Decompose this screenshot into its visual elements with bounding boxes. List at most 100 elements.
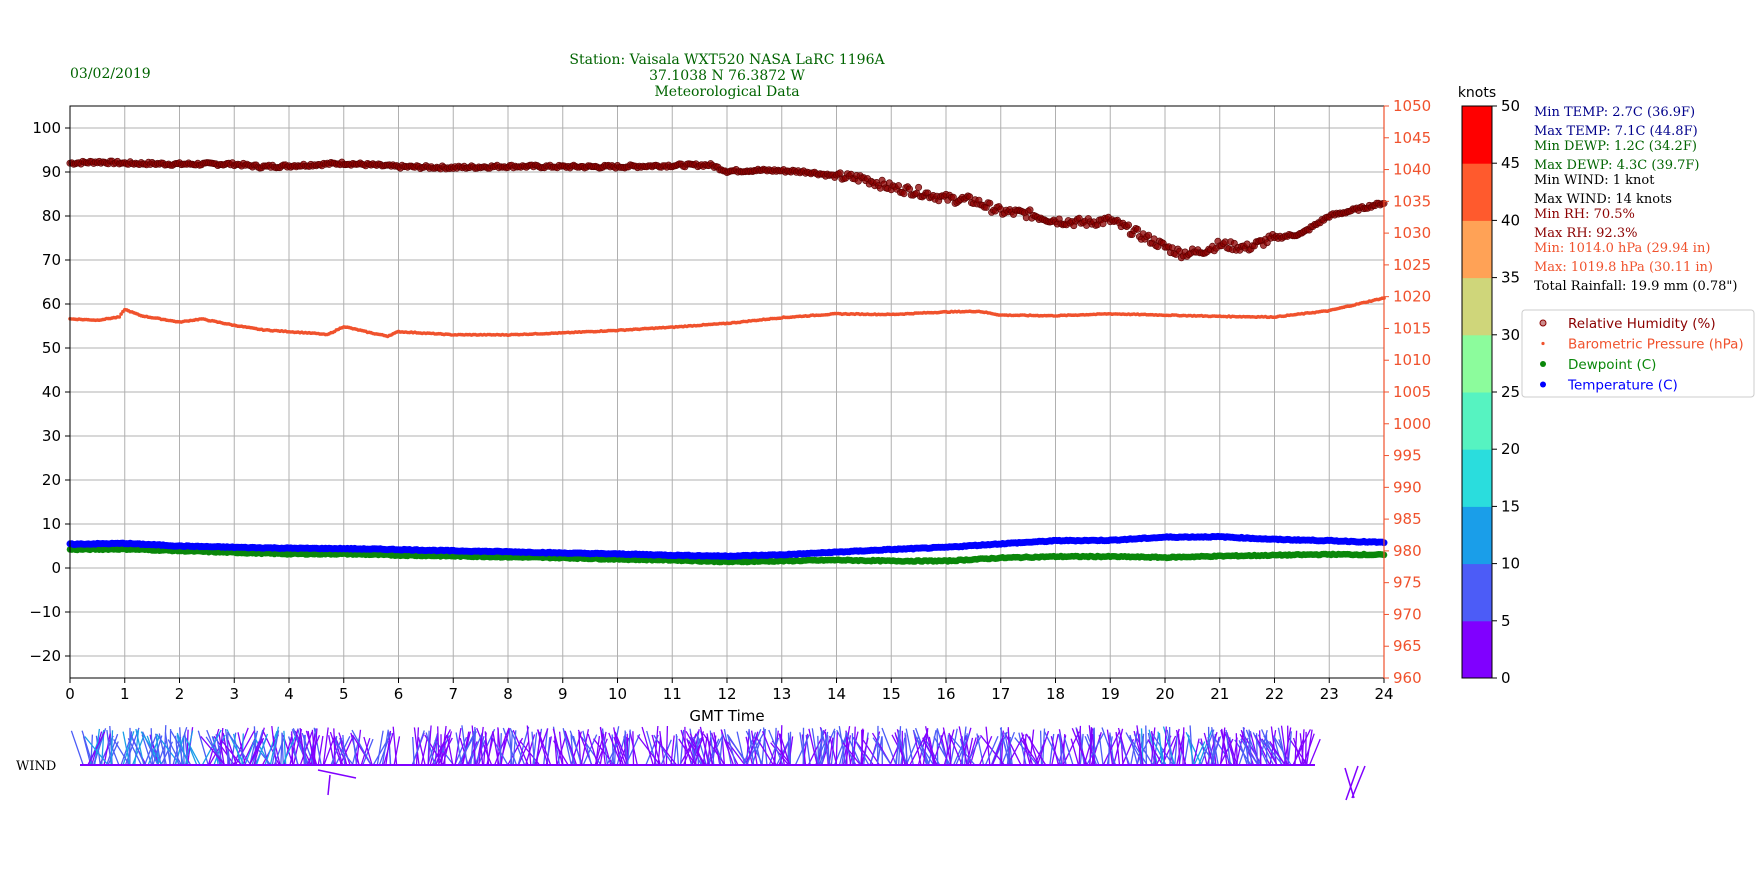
data-point	[1263, 239, 1271, 247]
x-tick-label: 7	[448, 685, 458, 703]
colorbar-tick-label: 0	[1501, 669, 1511, 687]
y-left-tick-label: −20	[29, 647, 61, 665]
data-point	[1145, 231, 1153, 239]
colorbar-tick-label: 50	[1501, 97, 1520, 115]
y-left-tick-label: 20	[42, 471, 61, 489]
colorbar-band	[1462, 392, 1492, 450]
colorbar-band	[1462, 220, 1492, 279]
colorbar-band	[1462, 106, 1492, 164]
colorbar-band	[1462, 163, 1492, 221]
stat-line: Max RH: 92.3%	[1534, 226, 1637, 241]
y-right-tick-label: 975	[1393, 574, 1422, 592]
colorbar-title: knots	[1458, 85, 1496, 101]
y-right-tick-label: 960	[1393, 669, 1422, 687]
x-tick-label: 16	[936, 685, 955, 703]
grid-lines	[70, 106, 1384, 678]
x-tick-label: 11	[663, 685, 682, 703]
y-right-tick-label: 990	[1393, 478, 1422, 496]
wind-barb	[1182, 727, 1185, 766]
y-right-tick-label: 1020	[1393, 288, 1431, 306]
colorbar-tick-label: 40	[1501, 211, 1520, 229]
y-left-tick-label: 70	[42, 251, 61, 269]
wind-barb	[820, 731, 823, 766]
wind-barb	[881, 727, 897, 766]
stat-line: Min TEMP: 2.7C (36.9F)	[1534, 105, 1695, 120]
data-point	[1026, 206, 1034, 214]
data-point	[986, 199, 994, 207]
wind-barb	[150, 728, 154, 766]
wind-barb	[684, 726, 687, 766]
stat-line: Min RH: 70.5%	[1534, 207, 1635, 222]
stats-block: Min TEMP: 2.7C (36.9F) Max TEMP: 7.1C (44…	[1534, 105, 1737, 294]
legend-label: Barometric Pressure (hPa)	[1568, 337, 1744, 353]
y-right-tick-label: 985	[1393, 510, 1422, 528]
colorbar-band	[1462, 449, 1492, 507]
y-right-tick-label: 970	[1393, 605, 1422, 623]
colorbar-tick-label: 30	[1501, 326, 1520, 344]
x-tick-label: 13	[772, 685, 791, 703]
colorbar-band	[1462, 620, 1492, 679]
y-left-tick-label: 0	[51, 559, 61, 577]
wind-colorbar: 0 5 10 15 20 25 30 35 40 45 50	[1461, 97, 1520, 687]
x-tick-label: 22	[1265, 685, 1284, 703]
y-left-tick-label: 60	[42, 295, 61, 313]
x-tick-label: 23	[1320, 685, 1339, 703]
y-axis-right: 1050 1045 1040 1035 1030 1025 1020 1015 1010 1005…	[1383, 97, 1431, 687]
data-point	[1134, 225, 1142, 233]
wind-barb	[342, 734, 346, 766]
colorbar-tick-label: 20	[1501, 440, 1520, 458]
x-tick-label: 0	[65, 685, 75, 703]
y-right-tick-label: 980	[1393, 542, 1422, 560]
wind-barb	[169, 728, 172, 766]
x-tick-label: 17	[991, 685, 1010, 703]
x-tick-label: 8	[503, 685, 513, 703]
x-tick-label: 6	[394, 685, 404, 703]
series-relative-humidity	[66, 157, 1388, 262]
data-point	[905, 185, 913, 193]
wind-barb	[1039, 730, 1043, 766]
data-point	[836, 169, 844, 177]
y-right-tick-label: 1015	[1393, 319, 1431, 337]
legend-marker	[1540, 361, 1546, 367]
y-right-tick-label: 1030	[1393, 224, 1431, 242]
legend-marker	[1541, 341, 1545, 346]
series-barometric-pressure-hpa	[68, 296, 1386, 339]
colorbar-tick-label: 35	[1501, 269, 1520, 287]
y-left-tick-label: −10	[29, 603, 61, 621]
y-left-tick-label: 10	[42, 515, 61, 533]
y-right-tick-label: 1035	[1393, 192, 1431, 210]
x-tick-label: 18	[1046, 685, 1065, 703]
y-right-tick-label: 1050	[1393, 97, 1431, 115]
colorbar-tick-label: 45	[1501, 154, 1520, 172]
x-tick-label: 20	[1155, 685, 1174, 703]
data-point	[119, 312, 123, 316]
colorbar-band	[1462, 506, 1492, 565]
colorbar-tick-label: 25	[1501, 383, 1520, 401]
legend-label: Dewpoint (C)	[1568, 357, 1656, 373]
chart-title: Meteorological Data	[654, 84, 799, 100]
colorbar-band	[1462, 334, 1492, 393]
data-point	[900, 190, 908, 198]
y-left-tick-label: 40	[42, 383, 61, 401]
legend-label: Relative Humidity (%)	[1568, 316, 1716, 332]
wind-barb	[70, 730, 84, 766]
wind-barb	[665, 725, 669, 766]
x-tick-label: 1	[120, 685, 130, 703]
wind-barb	[817, 735, 820, 766]
station-name: Station: Vaisala WXT520 NASA LaRC 1196A	[569, 52, 885, 68]
stat-line: Max TEMP: 7.1C (44.8F)	[1534, 124, 1698, 139]
wind-label: WIND	[16, 759, 56, 774]
data-point	[915, 183, 923, 191]
stat-line: Min DEWP: 1.2C (34.2F)	[1534, 139, 1697, 154]
y-right-tick-label: 1040	[1393, 161, 1431, 179]
wind-barb	[317, 769, 357, 779]
x-tick-label: 24	[1374, 685, 1393, 703]
y-right-tick-label: 995	[1393, 447, 1422, 465]
colorbar-tick-label: 15	[1501, 497, 1520, 515]
wind-barb	[1168, 726, 1171, 766]
legend-marker	[1539, 319, 1547, 327]
station-coords: 37.1038 N 76.3872 W	[649, 68, 805, 84]
legend-marker	[1540, 381, 1546, 388]
